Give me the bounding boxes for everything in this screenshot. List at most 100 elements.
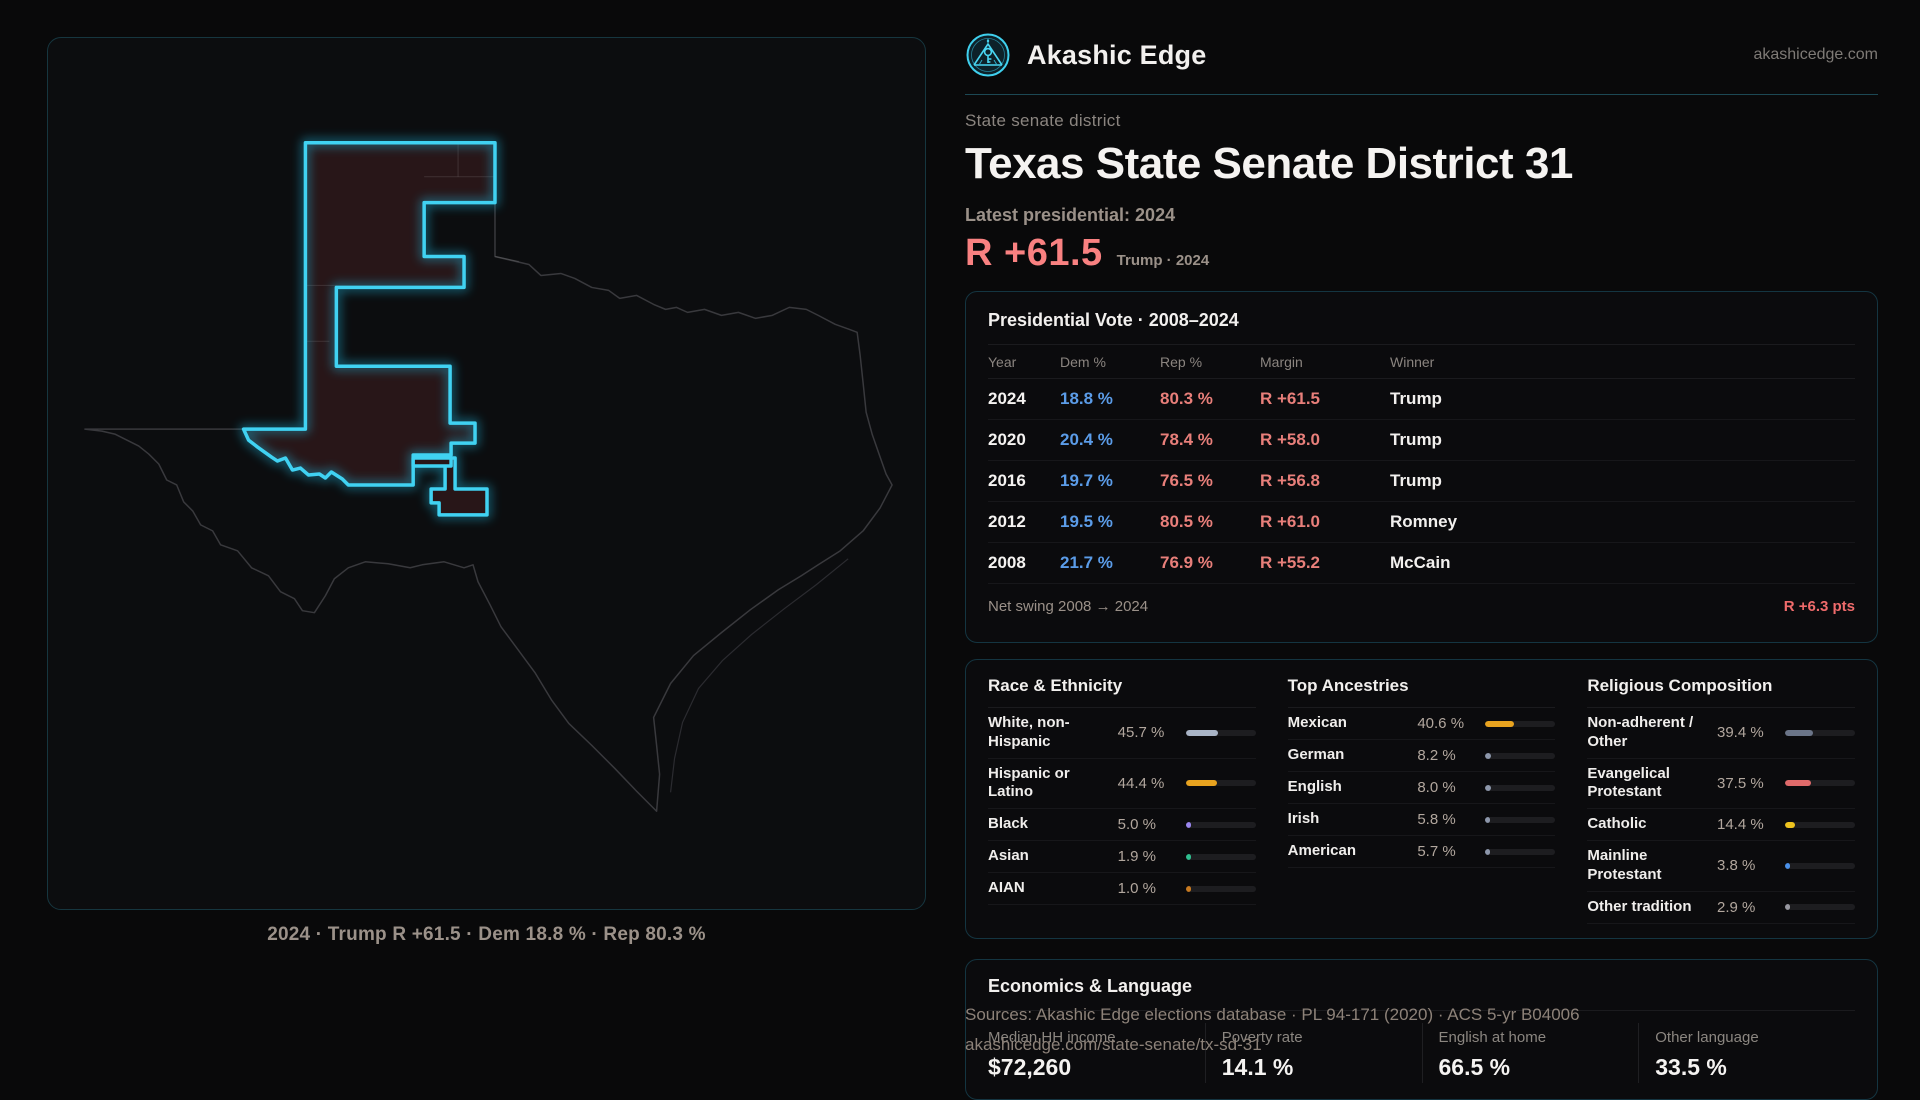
district-kicker: State senate district xyxy=(965,111,1121,130)
bar xyxy=(1185,821,1256,828)
item-value: 5.7 % xyxy=(1417,843,1456,860)
headline-margin: R +61.5 Trump · 2024 xyxy=(965,232,1878,275)
item-label: Evangelical Protestant xyxy=(1587,764,1670,801)
source-url-link[interactable]: akashicedge.com/state-senate/tx-sd-31 xyxy=(965,1034,1262,1054)
econ-card-title: Economics & Language xyxy=(988,975,1193,996)
cell-rep: 76.5 % xyxy=(1160,471,1213,490)
stat-value: 33.5 % xyxy=(1655,1053,1727,1080)
list-item: Non-adherent / Other 39.4 % xyxy=(1587,708,1855,759)
gulf-islands-line xyxy=(669,558,849,793)
list-item: Other tradition 2.9 % xyxy=(1587,892,1855,924)
item-label: Asian xyxy=(988,847,1029,865)
table-row: 2024 18.8 % 80.3 % R +61.5 Trump xyxy=(988,379,1855,420)
page-title: Texas State Senate District 31 xyxy=(965,139,1573,188)
stat-label: Poverty rate xyxy=(1221,1028,1303,1046)
item-value: 39.4 % xyxy=(1716,724,1764,742)
item-label: White, non-Hispanic xyxy=(988,714,1070,750)
akashic-edge-logo-icon xyxy=(966,33,1010,77)
stat-other-language: Other language 33.5 % xyxy=(1638,1022,1855,1083)
cell-dem: 18.8 % xyxy=(1060,389,1113,408)
stat-label: English at home xyxy=(1438,1028,1547,1046)
section-title: Race & Ethnicity xyxy=(988,676,1123,695)
table-row: 2012 19.5 % 80.5 % R +61.0 Romney xyxy=(988,502,1855,543)
source-url: akashicedge.com/state-senate/tx-sd-31 xyxy=(965,1030,1585,1060)
table-row: 2008 21.7 % 76.9 % R +55.2 McCain xyxy=(988,543,1855,584)
net-swing-label: Net swing 2008 → 2024 xyxy=(988,597,1149,615)
list-item: AIAN 1.0 % xyxy=(988,873,1256,905)
item-label: English xyxy=(1287,778,1342,796)
bar xyxy=(1485,752,1556,759)
cell-rep: 76.9 % xyxy=(1160,553,1213,572)
section-title: Top Ancestries xyxy=(1287,676,1409,695)
district-shape xyxy=(239,138,520,520)
list-item: Catholic 14.4 % xyxy=(1587,809,1855,841)
list-item: Irish 5.8 % xyxy=(1287,804,1556,836)
section-title: Religious Composition xyxy=(1587,676,1773,695)
cell-margin: R +61.5 xyxy=(1260,389,1321,408)
item-label: Mexican xyxy=(1287,714,1347,732)
item-value: 3.8 % xyxy=(1716,857,1756,875)
stat-english-at-home: English at home 66.5 % xyxy=(1421,1022,1639,1083)
bar xyxy=(1784,862,1855,869)
presidential-vote-card: Presidential Vote · 2008–2024 Year Dem %… xyxy=(965,291,1878,643)
brand-name: Akashic Edge xyxy=(1027,39,1207,70)
item-value: 2.9 % xyxy=(1716,898,1756,916)
item-value: 44.4 % xyxy=(1117,774,1165,792)
cell-winner: McCain xyxy=(1390,553,1451,572)
cell-dem: 19.5 % xyxy=(1060,512,1113,531)
list-item: White, non-Hispanic 45.7 % xyxy=(988,708,1256,759)
list-item: Evangelical Protestant 37.5 % xyxy=(1587,759,1855,809)
stat-median-income: Median HH income $72,260 xyxy=(988,1023,1205,1083)
brand-domain-link[interactable]: akashicedge.com xyxy=(1753,46,1878,63)
list-item: Black 5.0 % xyxy=(988,809,1256,841)
texas-outline xyxy=(84,142,893,812)
item-label: Catholic xyxy=(1587,815,1647,833)
item-label: Black xyxy=(988,815,1029,833)
top-ancestries-section: Top Ancestries Mexican 40.6 % German 8.2… xyxy=(1287,676,1556,924)
bar xyxy=(1185,729,1256,736)
list-item: Asian 1.9 % xyxy=(988,841,1256,873)
stat-value: $72,260 xyxy=(988,1053,1072,1080)
col-margin: Margin xyxy=(1260,353,1303,370)
divider xyxy=(988,344,1855,345)
header-divider xyxy=(965,94,1878,95)
item-value: 45.7 % xyxy=(1117,724,1165,742)
map-caption: 2024 · Trump R +61.5 · Dem 18.8 % · Rep … xyxy=(267,924,706,945)
cell-year: 2008 xyxy=(988,553,1026,572)
cell-winner: Trump xyxy=(1390,430,1442,449)
cell-margin: R +56.8 xyxy=(1260,471,1321,490)
bar xyxy=(1485,720,1556,727)
item-label: American xyxy=(1287,842,1357,860)
bar xyxy=(1485,816,1556,823)
table-row: 2020 20.4 % 78.4 % R +58.0 Trump xyxy=(988,420,1855,461)
margin-value: R +61.5 xyxy=(965,232,1103,274)
item-value: 14.4 % xyxy=(1716,816,1764,833)
demographics-card: Race & Ethnicity White, non-Hispanic 45.… xyxy=(965,659,1878,939)
divider xyxy=(1287,707,1556,708)
cell-winner: Romney xyxy=(1390,512,1458,531)
item-label: Irish xyxy=(1287,810,1320,828)
economics-language-card: Economics & Language Median HH income $7… xyxy=(965,958,1878,1100)
bar xyxy=(1784,729,1855,736)
cell-rep: 78.4 % xyxy=(1160,430,1213,449)
race-ethnicity-section: Race & Ethnicity White, non-Hispanic 45.… xyxy=(988,676,1256,924)
latest-presidential-label: Latest presidential: 2024 xyxy=(965,205,1176,225)
item-label: Hispanic or Latino xyxy=(988,764,1070,801)
item-label: Other tradition xyxy=(1587,897,1692,915)
stat-label: Median HH income xyxy=(988,1028,1116,1046)
list-item: Mexican 40.6 % xyxy=(1287,708,1556,740)
detail-panel: Akashic Edge akashicedge.com State senat… xyxy=(965,26,1878,1100)
district-map-panel xyxy=(47,37,926,910)
header-bar: Akashic Edge akashicedge.com xyxy=(965,26,1878,84)
item-value: 5.0 % xyxy=(1117,816,1157,833)
item-value: 1.9 % xyxy=(1117,848,1157,865)
divider xyxy=(1587,707,1855,708)
net-swing-row: Net swing 2008 → 2024 R +6.3 pts xyxy=(988,584,1855,628)
stat-label: Other language xyxy=(1655,1028,1759,1046)
cell-winner: Trump xyxy=(1390,389,1442,408)
margin-note: Trump · 2024 xyxy=(1116,252,1210,269)
item-value: 5.8 % xyxy=(1417,811,1456,828)
item-value: 8.2 % xyxy=(1417,747,1456,764)
stat-poverty-rate: Poverty rate 14.1 % xyxy=(1204,1022,1422,1083)
cell-year: 2016 xyxy=(988,471,1026,490)
